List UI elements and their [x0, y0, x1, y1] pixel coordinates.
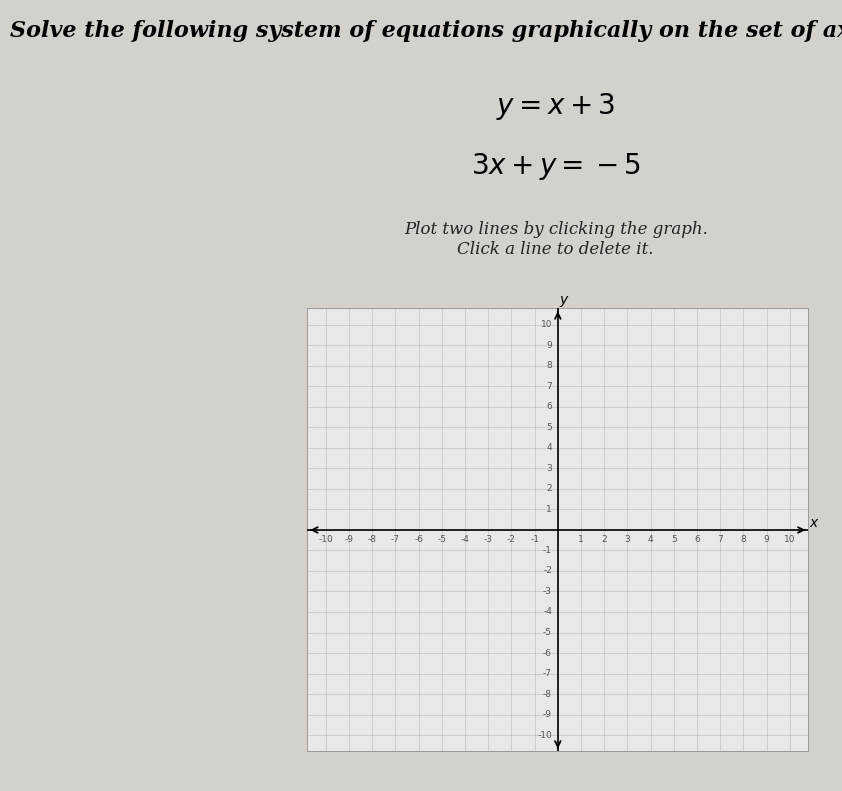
Text: 8: 8: [546, 361, 552, 370]
Text: Plot two lines by clicking the graph.: Plot two lines by clicking the graph.: [404, 221, 707, 238]
Text: -2: -2: [507, 535, 516, 544]
Text: -3: -3: [484, 535, 493, 544]
Text: -1: -1: [543, 546, 552, 555]
Text: Click a line to delete it.: Click a line to delete it.: [457, 240, 654, 258]
Text: -2: -2: [543, 566, 552, 576]
Text: 9: 9: [546, 341, 552, 350]
Text: -10: -10: [537, 731, 552, 740]
Text: 3: 3: [546, 464, 552, 473]
Text: -9: -9: [543, 710, 552, 719]
Text: -4: -4: [461, 535, 470, 544]
Text: -9: -9: [344, 535, 354, 544]
Text: 4: 4: [546, 444, 552, 452]
Text: 10: 10: [784, 535, 796, 544]
Text: x: x: [809, 516, 818, 530]
Text: 3: 3: [625, 535, 631, 544]
Text: 1: 1: [546, 505, 552, 514]
Text: -10: -10: [318, 535, 333, 544]
Text: $y = x + 3$: $y = x + 3$: [496, 91, 616, 123]
Text: -5: -5: [437, 535, 446, 544]
Text: 8: 8: [740, 535, 746, 544]
Text: 5: 5: [671, 535, 677, 544]
Text: -4: -4: [543, 607, 552, 616]
Text: 5: 5: [546, 423, 552, 432]
Text: 1: 1: [578, 535, 584, 544]
Text: -3: -3: [543, 587, 552, 596]
Text: -1: -1: [530, 535, 539, 544]
Text: 2: 2: [546, 484, 552, 494]
Text: -8: -8: [543, 690, 552, 698]
Text: 6: 6: [694, 535, 700, 544]
Text: -7: -7: [391, 535, 400, 544]
Text: 4: 4: [647, 535, 653, 544]
Text: -6: -6: [414, 535, 424, 544]
Text: 6: 6: [546, 403, 552, 411]
Text: -6: -6: [543, 649, 552, 657]
Text: 10: 10: [541, 320, 552, 329]
Text: $3x + y = -5$: $3x + y = -5$: [471, 150, 641, 182]
Text: -8: -8: [368, 535, 376, 544]
Text: 7: 7: [717, 535, 723, 544]
Text: -7: -7: [543, 669, 552, 678]
Text: 2: 2: [601, 535, 607, 544]
Text: Solve the following system of equations graphically on the set of axes below.: Solve the following system of equations …: [10, 20, 842, 42]
Text: -5: -5: [543, 628, 552, 637]
Text: 7: 7: [546, 382, 552, 391]
Text: 9: 9: [764, 535, 770, 544]
Text: y: y: [559, 293, 568, 308]
